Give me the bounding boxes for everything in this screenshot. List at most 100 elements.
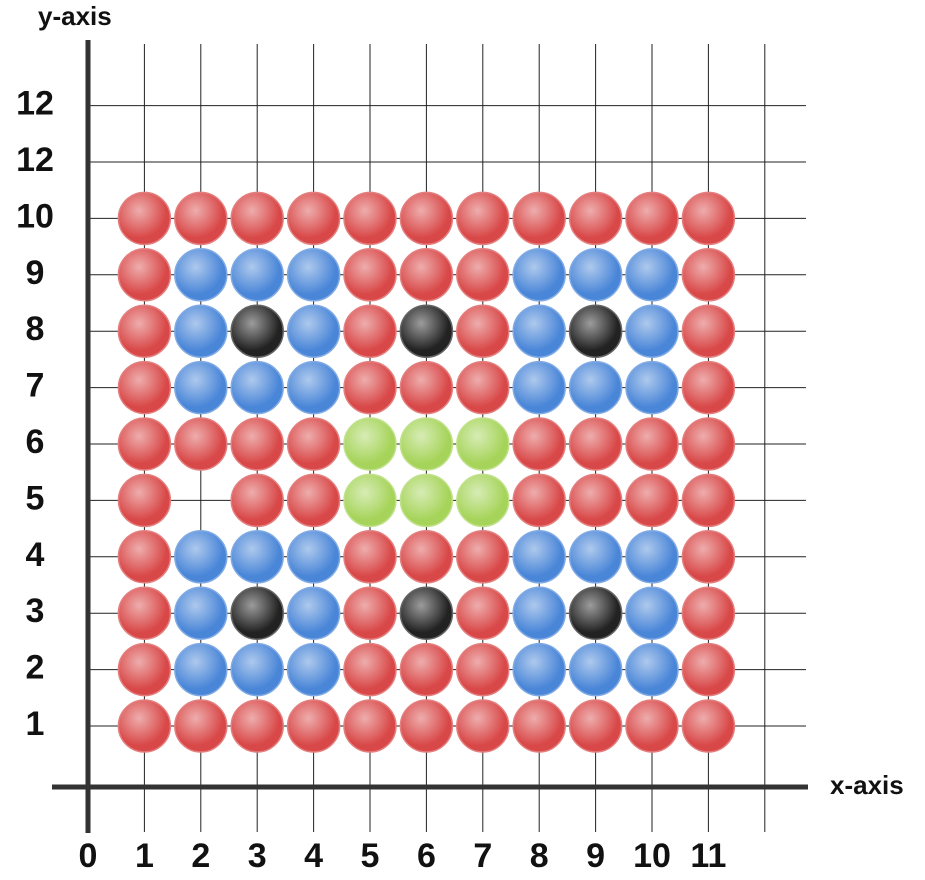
circle bbox=[117, 530, 172, 584]
circle bbox=[625, 586, 679, 640]
circle bbox=[568, 530, 623, 584]
circle bbox=[117, 642, 172, 697]
circle bbox=[174, 586, 228, 640]
circle bbox=[625, 699, 679, 753]
circle bbox=[512, 473, 566, 528]
circle bbox=[286, 248, 341, 302]
circle bbox=[456, 530, 510, 584]
circle bbox=[568, 642, 623, 697]
circle bbox=[681, 642, 736, 697]
circle bbox=[286, 417, 341, 471]
circle bbox=[117, 360, 172, 415]
circle bbox=[174, 304, 228, 358]
circle bbox=[230, 304, 284, 358]
circle bbox=[286, 304, 341, 358]
circle bbox=[625, 530, 679, 584]
circle bbox=[568, 473, 623, 528]
circle bbox=[456, 191, 510, 246]
x-tick-label: 9 bbox=[586, 837, 605, 875]
circle bbox=[625, 642, 679, 697]
circle bbox=[625, 191, 679, 246]
y-tick-label: 12 bbox=[16, 85, 54, 123]
circle bbox=[174, 530, 228, 584]
circle bbox=[681, 417, 736, 471]
circle bbox=[230, 191, 284, 246]
circle bbox=[512, 530, 566, 584]
circle bbox=[399, 642, 454, 697]
circle bbox=[456, 360, 510, 415]
circle bbox=[399, 699, 454, 753]
x-tick-label: 3 bbox=[248, 837, 267, 875]
x-tick-label: 10 bbox=[633, 837, 671, 875]
circle bbox=[625, 360, 679, 415]
y-axis-title: y-axis bbox=[38, 1, 112, 31]
circle bbox=[343, 417, 397, 471]
circle bbox=[343, 586, 397, 640]
circle bbox=[286, 360, 341, 415]
x-tick-label: 5 bbox=[361, 837, 380, 875]
circle bbox=[512, 191, 566, 246]
circle bbox=[286, 530, 341, 584]
x-axis-title: x-axis bbox=[830, 770, 904, 800]
circle bbox=[117, 191, 172, 246]
circle bbox=[456, 642, 510, 697]
x-tick-label: 2 bbox=[191, 837, 210, 875]
circle bbox=[512, 360, 566, 415]
circle bbox=[174, 360, 228, 415]
circle bbox=[399, 586, 454, 640]
circle bbox=[399, 191, 454, 246]
circle bbox=[230, 642, 284, 697]
circle bbox=[399, 304, 454, 358]
circle bbox=[568, 699, 623, 753]
circle bbox=[512, 586, 566, 640]
circle bbox=[456, 586, 510, 640]
circle bbox=[681, 530, 736, 584]
circle bbox=[117, 304, 172, 358]
circle bbox=[174, 642, 228, 697]
circle bbox=[568, 248, 623, 302]
circle bbox=[343, 530, 397, 584]
x-tick-label: 0 bbox=[79, 837, 98, 875]
circle bbox=[568, 304, 623, 358]
circle bbox=[174, 248, 228, 302]
circle bbox=[625, 473, 679, 528]
circle bbox=[512, 304, 566, 358]
y-tick-label: 12 bbox=[16, 141, 54, 179]
circle bbox=[117, 586, 172, 640]
circle bbox=[117, 417, 172, 471]
circle bbox=[399, 473, 454, 528]
circle bbox=[456, 304, 510, 358]
x-tick-label: 11 bbox=[690, 837, 726, 875]
circle bbox=[512, 248, 566, 302]
y-tick-label: 6 bbox=[26, 423, 45, 461]
circle bbox=[625, 417, 679, 471]
circle bbox=[117, 699, 172, 753]
circle bbox=[625, 248, 679, 302]
circle bbox=[230, 360, 284, 415]
circle bbox=[681, 248, 736, 302]
circle bbox=[681, 191, 736, 246]
circle bbox=[286, 473, 341, 528]
circle bbox=[512, 417, 566, 471]
circle bbox=[117, 248, 172, 302]
circle bbox=[174, 699, 228, 753]
circle bbox=[399, 530, 454, 584]
y-tick-label: 7 bbox=[26, 367, 45, 405]
circle bbox=[230, 417, 284, 471]
x-tick-label: 6 bbox=[417, 837, 436, 875]
circle bbox=[681, 304, 736, 358]
y-tick-label: 3 bbox=[26, 592, 45, 630]
y-tick-label: 9 bbox=[26, 254, 45, 292]
circle bbox=[512, 699, 566, 753]
circle bbox=[230, 473, 284, 528]
y-tick-label: 5 bbox=[26, 479, 45, 517]
x-tick-label: 1 bbox=[135, 837, 154, 875]
y-tick-label: 4 bbox=[26, 536, 45, 574]
circle bbox=[568, 417, 623, 471]
circle bbox=[343, 191, 397, 246]
y-tick-label: 1 bbox=[26, 705, 45, 743]
circle bbox=[399, 417, 454, 471]
circle bbox=[286, 191, 341, 246]
